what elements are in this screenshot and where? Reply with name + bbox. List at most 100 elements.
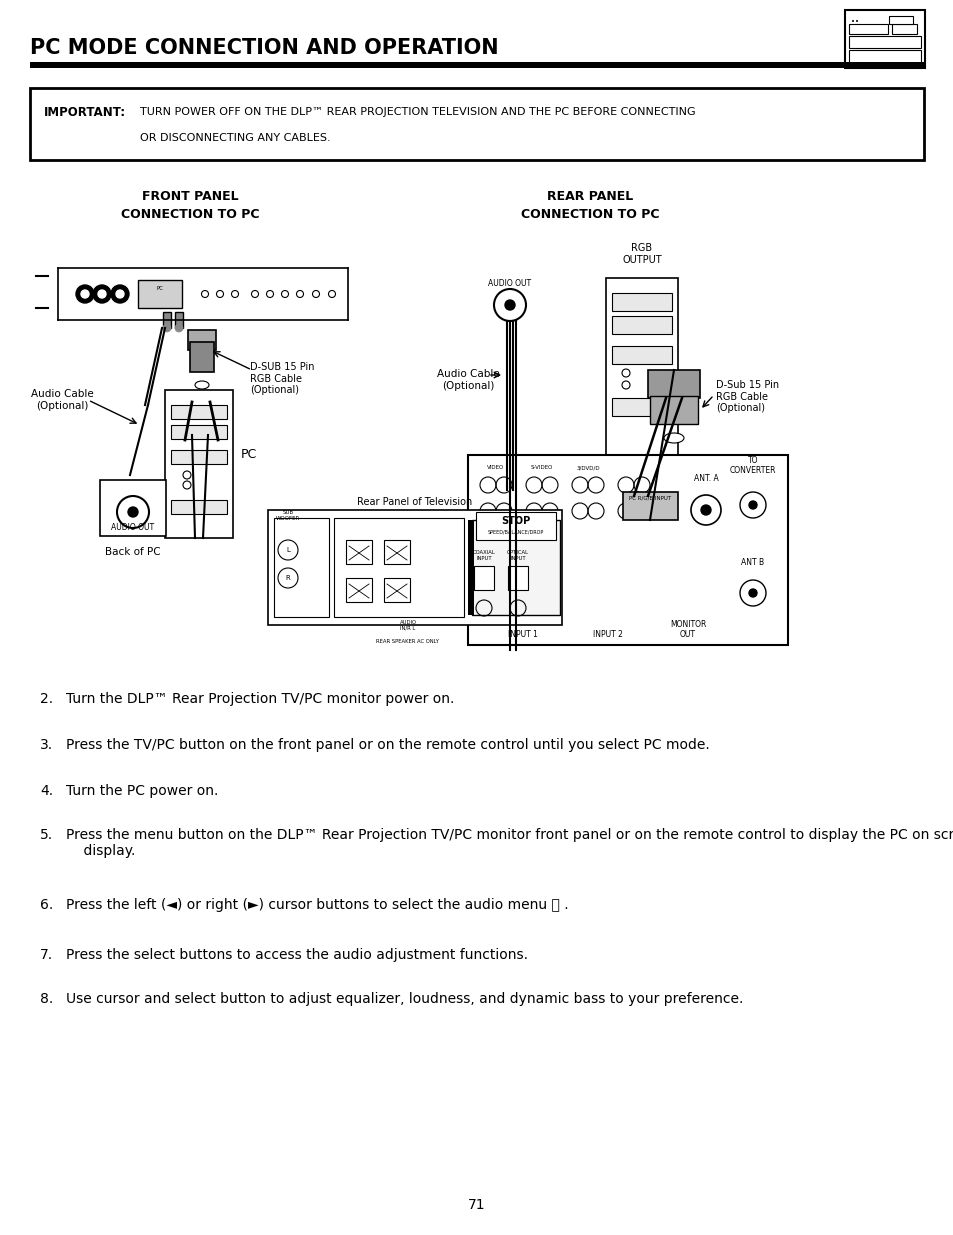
Bar — [612, 346, 671, 364]
Bar — [100, 480, 166, 536]
Bar — [649, 396, 698, 424]
Text: SUB
WOOFER: SUB WOOFER — [275, 510, 300, 521]
Circle shape — [111, 285, 129, 303]
Bar — [647, 370, 700, 398]
Text: ••: •• — [850, 19, 858, 25]
Text: Rear Panel of Television: Rear Panel of Television — [357, 496, 472, 508]
Circle shape — [163, 324, 171, 332]
Text: Use cursor and select button to adjust equalizer, loudness, and dynamic bass to : Use cursor and select button to adjust e… — [66, 992, 742, 1007]
Text: 71: 71 — [468, 1198, 485, 1212]
Circle shape — [92, 285, 111, 303]
Bar — [384, 540, 410, 564]
Text: Back of PC: Back of PC — [105, 547, 161, 557]
Text: Press the TV/PC button on the front panel or on the remote control until you sel: Press the TV/PC button on the front pane… — [66, 739, 709, 752]
Bar — [468, 520, 474, 615]
Bar — [848, 36, 920, 48]
Text: 5.: 5. — [40, 827, 53, 842]
Text: OR DISCONNECTING ANY CABLES.: OR DISCONNECTING ANY CABLES. — [140, 133, 331, 143]
Text: Press the menu button on the DLP™ Rear Projection TV/PC monitor front panel or o: Press the menu button on the DLP™ Rear P… — [66, 827, 953, 858]
Text: PC: PC — [156, 287, 163, 291]
Text: VIDEO: VIDEO — [487, 466, 504, 471]
Text: PC MODE CONNECTION AND OPERATION: PC MODE CONNECTION AND OPERATION — [30, 38, 498, 58]
Text: Press the left (◄) or right (►) cursor buttons to select the audio menu 🔊 .: Press the left (◄) or right (►) cursor b… — [66, 898, 568, 911]
Bar — [848, 23, 887, 35]
Text: REAR PANEL: REAR PANEL — [546, 189, 633, 203]
Bar — [614, 459, 669, 478]
Text: L: L — [286, 547, 290, 553]
Text: S-VIDEO: S-VIDEO — [530, 466, 553, 471]
Text: OPTICAL
INPUT: OPTICAL INPUT — [506, 551, 529, 561]
Text: Turn the PC power on.: Turn the PC power on. — [66, 784, 218, 798]
Circle shape — [98, 290, 106, 298]
Text: IMPORTANT:: IMPORTANT: — [44, 105, 126, 119]
Text: TURN POWER OFF ON THE DLP™ REAR PROJECTION TELEVISION AND THE PC BEFORE CONNECTI: TURN POWER OFF ON THE DLP™ REAR PROJECTI… — [140, 107, 695, 117]
Bar — [476, 513, 556, 540]
Text: AUDIO
IN/R L: AUDIO IN/R L — [399, 620, 416, 631]
Ellipse shape — [663, 433, 683, 443]
Text: 2.: 2. — [40, 692, 53, 706]
Text: CONNECTION TO PC: CONNECTION TO PC — [121, 207, 259, 221]
Circle shape — [700, 505, 710, 515]
Text: 8.: 8. — [40, 992, 53, 1007]
Bar — [138, 280, 182, 308]
Text: REAR SPEAKER AC ONLY: REAR SPEAKER AC ONLY — [376, 638, 439, 643]
Text: CONNECTION TO PC: CONNECTION TO PC — [520, 207, 659, 221]
Bar — [190, 342, 213, 372]
Bar — [171, 450, 227, 464]
Text: ANT B: ANT B — [740, 558, 763, 567]
Bar — [30, 62, 923, 68]
Circle shape — [81, 290, 89, 298]
Text: PC: PC — [241, 448, 257, 462]
Text: Turn the DLP™ Rear Projection TV/PC monitor power on.: Turn the DLP™ Rear Projection TV/PC moni… — [66, 692, 454, 706]
Circle shape — [504, 300, 515, 310]
Text: RGB
OUTPUT: RGB OUTPUT — [621, 243, 661, 264]
Text: 3/DVD/D: 3/DVD/D — [576, 466, 599, 471]
Bar — [268, 510, 561, 625]
Text: D-SUB 15 Pin
RGB Cable
(Optional): D-SUB 15 Pin RGB Cable (Optional) — [250, 362, 314, 395]
Ellipse shape — [194, 382, 209, 389]
Bar — [30, 88, 923, 161]
Bar — [165, 390, 233, 538]
Bar — [174, 312, 183, 329]
Text: Audio Cable
(Optional): Audio Cable (Optional) — [436, 369, 498, 390]
Text: PC R/G/B INPUT: PC R/G/B INPUT — [628, 496, 670, 501]
Bar — [474, 566, 494, 590]
Text: COAXIAL
INPUT: COAXIAL INPUT — [472, 551, 495, 561]
Text: D-Sub 15 Pin
RGB Cable
(Optional): D-Sub 15 Pin RGB Cable (Optional) — [716, 380, 779, 414]
Bar — [171, 405, 227, 419]
Text: 4.: 4. — [40, 784, 53, 798]
Bar — [891, 23, 916, 35]
Bar — [163, 312, 171, 329]
Bar — [171, 500, 227, 514]
Bar — [274, 517, 329, 618]
Text: 6.: 6. — [40, 898, 53, 911]
Text: INPUT 1: INPUT 1 — [508, 630, 537, 638]
Bar — [472, 520, 559, 615]
Text: SPEED/BALANCE/DROP: SPEED/BALANCE/DROP — [487, 530, 543, 535]
Text: Press the select buttons to access the audio adjustment functions.: Press the select buttons to access the a… — [66, 948, 527, 962]
Bar — [622, 492, 678, 520]
Bar — [346, 540, 372, 564]
Circle shape — [76, 285, 94, 303]
Text: R: R — [285, 576, 290, 580]
Circle shape — [748, 501, 757, 509]
Bar — [346, 578, 372, 601]
Text: AUDIO OUT: AUDIO OUT — [112, 524, 154, 532]
Bar — [171, 425, 227, 438]
Bar — [888, 16, 912, 23]
Bar — [605, 278, 678, 458]
Bar — [612, 293, 671, 311]
Bar — [334, 517, 463, 618]
Bar — [848, 49, 920, 64]
Bar — [612, 398, 671, 416]
Text: STOP: STOP — [501, 516, 530, 526]
Circle shape — [748, 589, 757, 597]
Bar — [507, 566, 527, 590]
Circle shape — [116, 290, 124, 298]
Bar — [612, 316, 671, 333]
Text: AUDIO OUT: AUDIO OUT — [488, 279, 531, 288]
Text: TO
CONVERTER: TO CONVERTER — [729, 456, 776, 475]
Text: MONITOR
OUT: MONITOR OUT — [669, 620, 705, 638]
Text: 3.: 3. — [40, 739, 53, 752]
Text: INPUT 2: INPUT 2 — [593, 630, 622, 638]
